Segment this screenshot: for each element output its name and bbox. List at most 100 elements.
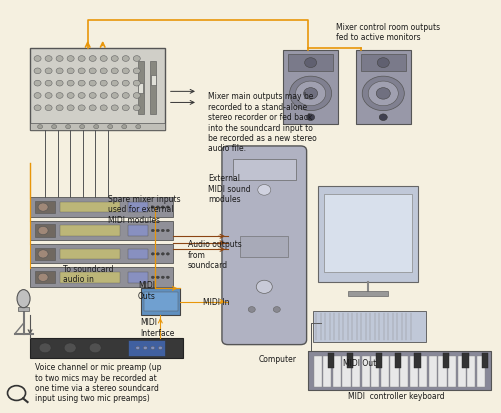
Bar [376, 354, 382, 368]
Text: Mixer control room outputs
fed to active monitors: Mixer control room outputs fed to active… [336, 23, 440, 42]
Circle shape [52, 125, 57, 129]
Bar [30, 49, 165, 131]
Bar [60, 225, 120, 236]
Circle shape [67, 81, 74, 87]
Text: Audio outputs
from
soundcard: Audio outputs from soundcard [188, 240, 241, 269]
Circle shape [89, 343, 101, 353]
Bar [419, 356, 427, 387]
Circle shape [56, 93, 63, 99]
Circle shape [166, 206, 169, 209]
Circle shape [78, 106, 85, 112]
Bar [30, 338, 183, 358]
Circle shape [161, 253, 164, 256]
Bar [318, 186, 418, 282]
Circle shape [45, 69, 52, 74]
Bar [18, 307, 29, 311]
Circle shape [362, 77, 404, 112]
Circle shape [67, 69, 74, 74]
Circle shape [166, 230, 169, 232]
Bar [429, 356, 437, 387]
Bar [410, 356, 418, 387]
FancyBboxPatch shape [222, 147, 307, 345]
Circle shape [111, 106, 118, 112]
Circle shape [151, 230, 154, 232]
Circle shape [80, 125, 85, 129]
Text: MIDI
Outs: MIDI Outs [138, 280, 156, 300]
Circle shape [34, 106, 41, 112]
Text: Mixer main outputs may be
recorded to a stand-alone
stereo recorder or fed back
: Mixer main outputs may be recorded to a … [208, 92, 317, 153]
Bar [342, 356, 351, 387]
Circle shape [89, 106, 96, 112]
Circle shape [34, 81, 41, 87]
Bar [457, 356, 466, 387]
Circle shape [133, 57, 140, 62]
Bar [448, 356, 456, 387]
Bar [324, 195, 412, 272]
Bar [35, 202, 55, 214]
Circle shape [89, 57, 96, 62]
Bar [443, 354, 449, 368]
Circle shape [151, 253, 154, 256]
Bar [361, 55, 406, 72]
Bar [390, 356, 398, 387]
Circle shape [45, 81, 52, 87]
Bar [283, 51, 338, 125]
Bar [371, 356, 379, 387]
Bar [128, 249, 148, 260]
Circle shape [78, 57, 85, 62]
Circle shape [64, 343, 76, 353]
Circle shape [67, 57, 74, 62]
Circle shape [100, 106, 107, 112]
Bar [356, 51, 411, 125]
Circle shape [38, 250, 48, 259]
Bar [481, 354, 488, 368]
Circle shape [78, 81, 85, 87]
Bar [400, 356, 408, 387]
Circle shape [133, 81, 140, 87]
Bar [347, 354, 353, 368]
Ellipse shape [17, 290, 30, 308]
Bar [60, 249, 120, 260]
Bar [150, 62, 156, 115]
Circle shape [290, 77, 332, 112]
Circle shape [39, 343, 51, 353]
Bar [30, 268, 173, 287]
Bar [240, 237, 288, 257]
Circle shape [143, 347, 147, 350]
Bar [128, 340, 165, 356]
Circle shape [376, 88, 390, 100]
Circle shape [151, 206, 154, 209]
Text: MIDI In: MIDI In [203, 297, 229, 306]
Circle shape [67, 93, 74, 99]
Bar [128, 272, 148, 283]
Bar [35, 271, 55, 284]
Circle shape [78, 93, 85, 99]
Text: Spare mixer inputs
used for external
MIDI modules: Spare mixer inputs used for external MID… [108, 195, 180, 224]
Circle shape [100, 81, 107, 87]
Circle shape [111, 57, 118, 62]
Circle shape [274, 307, 281, 313]
Bar [138, 84, 143, 94]
Circle shape [100, 57, 107, 62]
Bar [30, 123, 165, 131]
Bar [414, 354, 421, 368]
Circle shape [305, 59, 317, 69]
Bar [128, 202, 148, 213]
Circle shape [122, 125, 127, 129]
Bar [151, 76, 156, 86]
Circle shape [108, 125, 113, 129]
Bar [233, 160, 296, 180]
Circle shape [161, 230, 164, 232]
Circle shape [78, 69, 85, 74]
Circle shape [100, 93, 107, 99]
Bar [60, 202, 120, 213]
Circle shape [56, 106, 63, 112]
Circle shape [122, 106, 129, 112]
Circle shape [156, 206, 159, 209]
Circle shape [111, 93, 118, 99]
Circle shape [307, 115, 315, 121]
Circle shape [161, 276, 164, 279]
Circle shape [45, 57, 52, 62]
Circle shape [122, 81, 129, 87]
Circle shape [166, 253, 169, 256]
